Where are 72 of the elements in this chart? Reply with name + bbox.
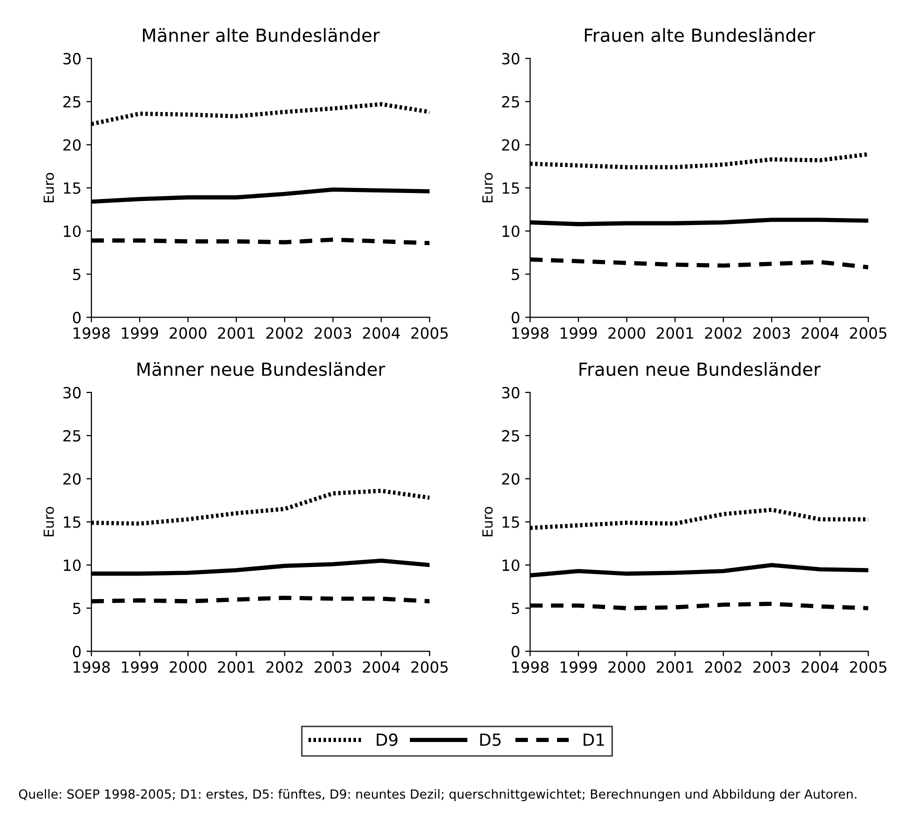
x-tick-label: 2005 <box>411 661 448 673</box>
y-tick-label: 15 <box>64 516 80 528</box>
y-tick-label: 25 <box>502 96 520 108</box>
y-tick-label: 30 <box>63 386 81 398</box>
y-tick-label: 5 <box>73 602 80 614</box>
y-tick-label: 10 <box>502 225 520 238</box>
x-tick-label: 2004 <box>362 327 400 339</box>
y-tick-label: 20 <box>63 473 81 485</box>
y-axis-title: Euro <box>482 172 493 202</box>
y-tick-label: 0 <box>72 312 81 324</box>
y-tick-label: 0 <box>512 312 520 324</box>
x-tick-label: 2003 <box>314 661 352 673</box>
y-tick-label: 15 <box>64 182 80 194</box>
legend-label: D1 <box>584 734 604 746</box>
y-axis-title: Euro <box>482 506 493 536</box>
y-tick-label: 30 <box>502 52 520 64</box>
x-tick-label: 2002 <box>705 661 742 673</box>
y-tick-label: 5 <box>512 602 520 614</box>
y-tick-label: 20 <box>63 139 81 151</box>
x-tick-label: 1999 <box>122 661 158 673</box>
legend-label: D5 <box>480 734 501 746</box>
x-tick-label: 2005 <box>850 661 886 673</box>
x-tick-label: 2003 <box>314 327 352 339</box>
y-tick-label: 20 <box>502 473 520 485</box>
y-tick-label: 0 <box>72 646 81 658</box>
x-tick-label: 2003 <box>753 661 790 673</box>
x-tick-label: 1998 <box>512 327 549 339</box>
y-tick-label: 0 <box>512 646 520 658</box>
chart-title: Männer alte Bundesländer <box>142 28 380 42</box>
y-tick-label: 25 <box>502 430 520 442</box>
chart-title: Männer neue Bundesländer <box>138 362 386 376</box>
x-tick-label: 2001 <box>656 327 694 339</box>
y-tick-label: 10 <box>502 559 520 572</box>
x-tick-label: 1998 <box>512 661 549 673</box>
x-tick-label: 2000 <box>170 327 206 339</box>
x-tick-label: 2000 <box>608 327 646 339</box>
y-tick-label: 15 <box>502 182 520 194</box>
y-axis-title: Euro <box>44 172 54 202</box>
x-tick-label: 1999 <box>122 327 158 339</box>
source-note: Quelle: SOEP 1998-2005; D1: erstes, D5: fünftes, D9: neuntes Dezil; querschnittgewichtet; Berechnungen und Abbildung der Autoren. <box>18 789 856 802</box>
chart-title: Frauen neue Bundesländer <box>580 362 821 376</box>
y-tick-label: 25 <box>63 430 80 442</box>
y-tick-label: 10 <box>64 225 81 238</box>
y-tick-label: 5 <box>512 268 520 280</box>
y-tick-label: 30 <box>502 386 520 398</box>
x-tick-label: 2001 <box>218 661 254 673</box>
x-tick-label: 2004 <box>362 661 400 673</box>
chart-title: Frauen alte Bundesländer <box>584 28 816 42</box>
legend-label: D9 <box>376 733 398 746</box>
x-tick-label: 1998 <box>74 327 110 339</box>
y-tick-label: 10 <box>64 559 81 572</box>
x-tick-label: 2002 <box>266 661 303 673</box>
y-tick-label: 20 <box>502 139 520 151</box>
x-tick-label: 2002 <box>705 327 742 339</box>
y-axis-title: Euro <box>44 506 54 536</box>
x-tick-label: 2001 <box>656 661 694 673</box>
x-tick-label: 2005 <box>411 327 448 339</box>
x-tick-label: 2004 <box>802 661 839 673</box>
x-tick-label: 1999 <box>560 661 597 673</box>
x-tick-label: 2000 <box>170 661 206 673</box>
x-tick-label: 2003 <box>753 327 790 339</box>
x-tick-label: 1999 <box>560 327 597 339</box>
x-tick-label: 1998 <box>74 661 110 673</box>
y-tick-label: 25 <box>63 96 80 108</box>
x-tick-label: 2002 <box>266 327 303 339</box>
x-tick-label: 2004 <box>802 327 839 339</box>
x-tick-label: 2001 <box>218 327 254 339</box>
y-tick-label: 5 <box>73 268 80 280</box>
x-tick-label: 2005 <box>850 327 886 339</box>
y-tick-label: 30 <box>63 52 81 64</box>
x-tick-label: 2000 <box>608 661 646 673</box>
y-tick-label: 15 <box>502 516 520 528</box>
